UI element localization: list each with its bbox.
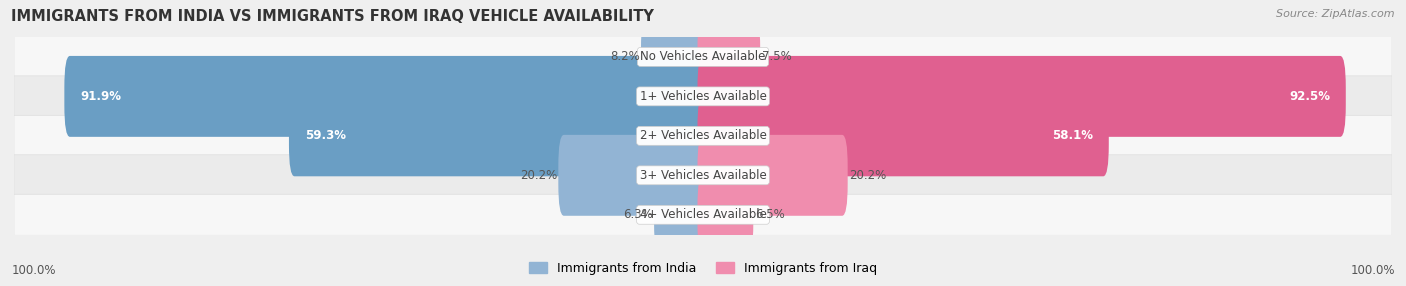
FancyBboxPatch shape	[558, 135, 709, 216]
Text: 4+ Vehicles Available: 4+ Vehicles Available	[640, 208, 766, 221]
FancyBboxPatch shape	[697, 17, 761, 97]
FancyBboxPatch shape	[14, 194, 1392, 235]
Text: 6.5%: 6.5%	[755, 208, 785, 221]
FancyBboxPatch shape	[14, 155, 1392, 196]
Text: 8.2%: 8.2%	[610, 50, 640, 63]
Text: 92.5%: 92.5%	[1289, 90, 1330, 103]
Text: 6.3%: 6.3%	[623, 208, 652, 221]
Text: 59.3%: 59.3%	[305, 129, 346, 142]
FancyBboxPatch shape	[14, 76, 1392, 117]
Text: No Vehicles Available: No Vehicles Available	[640, 50, 766, 63]
Text: 20.2%: 20.2%	[849, 169, 886, 182]
FancyBboxPatch shape	[14, 115, 1392, 156]
Text: 7.5%: 7.5%	[762, 50, 792, 63]
Text: Source: ZipAtlas.com: Source: ZipAtlas.com	[1277, 9, 1395, 19]
FancyBboxPatch shape	[654, 174, 709, 255]
FancyBboxPatch shape	[290, 96, 709, 176]
Text: 20.2%: 20.2%	[520, 169, 557, 182]
Text: 3+ Vehicles Available: 3+ Vehicles Available	[640, 169, 766, 182]
FancyBboxPatch shape	[641, 17, 709, 97]
Text: 1+ Vehicles Available: 1+ Vehicles Available	[640, 90, 766, 103]
FancyBboxPatch shape	[14, 36, 1392, 78]
Text: 58.1%: 58.1%	[1052, 129, 1092, 142]
FancyBboxPatch shape	[697, 96, 1109, 176]
FancyBboxPatch shape	[697, 56, 1346, 137]
FancyBboxPatch shape	[65, 56, 709, 137]
Text: 91.9%: 91.9%	[80, 90, 121, 103]
Text: 100.0%: 100.0%	[11, 265, 56, 277]
FancyBboxPatch shape	[697, 174, 754, 255]
FancyBboxPatch shape	[697, 135, 848, 216]
Text: 100.0%: 100.0%	[1350, 265, 1395, 277]
Text: 2+ Vehicles Available: 2+ Vehicles Available	[640, 129, 766, 142]
Legend: Immigrants from India, Immigrants from Iraq: Immigrants from India, Immigrants from I…	[523, 257, 883, 280]
Text: IMMIGRANTS FROM INDIA VS IMMIGRANTS FROM IRAQ VEHICLE AVAILABILITY: IMMIGRANTS FROM INDIA VS IMMIGRANTS FROM…	[11, 9, 654, 23]
